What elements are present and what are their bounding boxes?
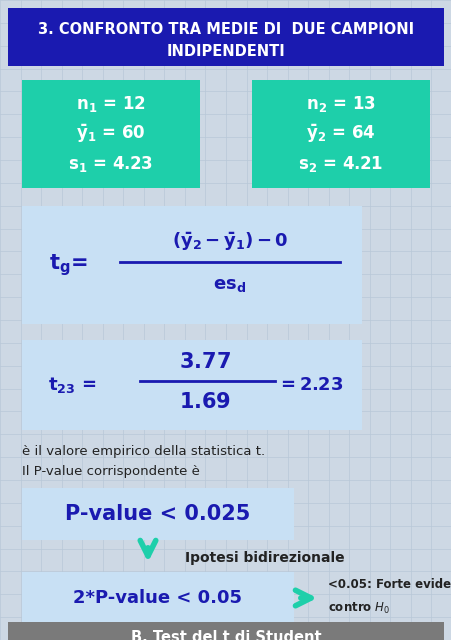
Text: è il valore empirico della statistica t.: è il valore empirico della statistica t. <box>22 445 265 458</box>
Text: $\mathbf{=2.23}$: $\mathbf{=2.23}$ <box>276 376 342 394</box>
Text: $\mathbf{3.77}$: $\mathbf{3.77}$ <box>179 352 230 372</box>
Text: 3. CONFRONTO TRA MEDIE DI  DUE CAMPIONI: 3. CONFRONTO TRA MEDIE DI DUE CAMPIONI <box>38 22 413 38</box>
Text: $\mathbf{\bar{y}_1}$ = 60: $\mathbf{\bar{y}_1}$ = 60 <box>76 123 145 145</box>
Text: contro $H_0$: contro $H_0$ <box>327 600 390 616</box>
FancyBboxPatch shape <box>22 340 361 430</box>
FancyBboxPatch shape <box>252 80 429 188</box>
Text: $\mathbf{\bar{y}_2}$ = 64: $\mathbf{\bar{y}_2}$ = 64 <box>306 123 375 145</box>
Text: $\mathbf{s_2}$ = 4.21: $\mathbf{s_2}$ = 4.21 <box>298 154 383 174</box>
FancyBboxPatch shape <box>8 622 443 640</box>
FancyBboxPatch shape <box>22 572 293 624</box>
Text: $\mathbf{1.69}$: $\mathbf{1.69}$ <box>179 392 230 412</box>
Text: Ipotesi bidirezionale: Ipotesi bidirezionale <box>184 551 344 565</box>
Text: $\mathbf{n_2}$ = 13: $\mathbf{n_2}$ = 13 <box>305 94 375 114</box>
Text: $\mathbf{n_1}$ = 12: $\mathbf{n_1}$ = 12 <box>76 94 146 114</box>
Text: $\mathbf{s_1}$ = 4.23: $\mathbf{s_1}$ = 4.23 <box>68 154 153 174</box>
FancyBboxPatch shape <box>22 488 293 540</box>
Text: <0.05: Forte evidenza: <0.05: Forte evidenza <box>327 579 451 591</box>
Text: $\mathbf{t_{23}}$ =: $\mathbf{t_{23}}$ = <box>48 375 96 395</box>
FancyBboxPatch shape <box>22 80 199 188</box>
FancyBboxPatch shape <box>22 206 361 324</box>
Text: Il P-value corrispondente è: Il P-value corrispondente è <box>22 465 199 479</box>
Text: 2*P-value < 0.05: 2*P-value < 0.05 <box>74 589 242 607</box>
Text: $\mathbf{(\bar{y}_2 - \bar{y}_1) - 0}$: $\mathbf{(\bar{y}_2 - \bar{y}_1) - 0}$ <box>171 231 288 253</box>
Text: B. Test del t di Student: B. Test del t di Student <box>130 630 321 640</box>
Text: $\mathbf{es_d}$: $\mathbf{es_d}$ <box>213 276 246 294</box>
FancyBboxPatch shape <box>8 8 443 66</box>
Text: INDIPENDENTI: INDIPENDENTI <box>166 45 285 60</box>
Text: P-value < 0.025: P-value < 0.025 <box>65 504 250 524</box>
Text: $\mathbf{t_g}$=: $\mathbf{t_g}$= <box>49 252 87 278</box>
